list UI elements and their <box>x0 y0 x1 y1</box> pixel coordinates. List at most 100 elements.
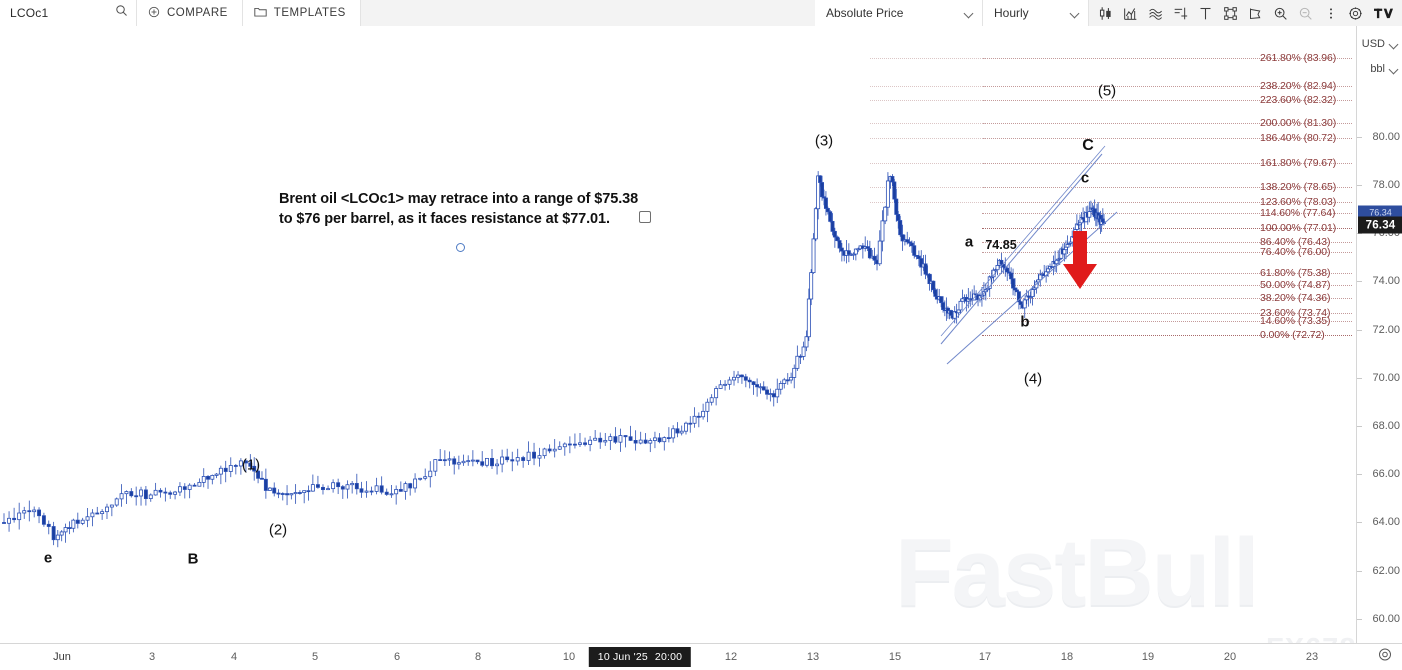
price-tick: 72.00 <box>1372 323 1400 336</box>
fibonacci-level-label: 200.00% (81.30) <box>1260 117 1337 129</box>
chart-settings-icon[interactable] <box>1378 648 1392 667</box>
time-tick: 18 <box>1060 651 1074 663</box>
fibonacci-level-line <box>982 86 1352 87</box>
fibonacci-level-line <box>982 285 1352 286</box>
compare-label: COMPARE <box>167 7 228 19</box>
price-tick: 60.00 <box>1372 612 1400 625</box>
fibonacci-level-label: 0.00% (72.72) <box>1260 329 1325 341</box>
down-arrow-icon <box>1063 231 1097 289</box>
price-tick: 62.00 <box>1372 564 1400 577</box>
scale-mode-select[interactable]: Absolute Price <box>815 0 983 26</box>
chart-plot-area[interactable]: FastBull FX678 Brent oil <LCOc1> may ret… <box>0 26 1356 643</box>
time-tick: 20 <box>1223 651 1237 663</box>
time-tick: 13 <box>806 651 820 663</box>
fibonacci-level-line <box>982 313 1352 314</box>
currency-select[interactable]: USD <box>1362 38 1399 50</box>
fibonacci-level-label: 50.00% (74.87) <box>1260 279 1331 291</box>
fibonacci-level-label: 76.40% (76.00) <box>1260 246 1331 258</box>
fibonacci-level-line <box>982 252 1352 253</box>
fibonacci-level-label: 86.40% (76.43) <box>1260 236 1331 248</box>
tool-icon-group <box>1089 0 1402 26</box>
time-tick: 6 <box>393 651 401 663</box>
fibonacci-level-line <box>982 100 1352 101</box>
time-axis[interactable]: Jun 3 4 5 6 8 10 12 13 15 17 18 19 20 23 10 Jun '25 20… <box>0 643 1402 670</box>
compare-scale-icon[interactable] <box>1168 0 1193 26</box>
time-tick: 4 <box>230 651 238 663</box>
toolbar-spacer <box>360 0 815 26</box>
fibonacci-level-label: 100.00% (77.01) <box>1260 222 1337 234</box>
fibonacci-level-line <box>982 228 1352 229</box>
price-tick-mark <box>1357 281 1362 283</box>
more-vertical-icon[interactable] <box>1318 0 1343 26</box>
fibonacci-level-line-extension <box>870 123 985 124</box>
plus-circle-icon <box>148 6 160 21</box>
search-icon[interactable] <box>115 4 128 22</box>
fibonacci-level-line <box>982 213 1352 214</box>
fibonacci-level-line <box>982 123 1352 124</box>
price-tick-mark <box>1357 474 1362 476</box>
tradingview-logo-icon[interactable] <box>1368 0 1398 26</box>
previous-price-tag: 76.34 <box>1358 205 1402 219</box>
scale-mode-value: Absolute Price <box>826 6 904 20</box>
indicators-icon[interactable] <box>1118 0 1143 26</box>
compare-button[interactable]: COMPARE <box>137 0 243 26</box>
fibonacci-level-line <box>982 202 1352 203</box>
time-tick: 10 <box>562 651 576 663</box>
last-price-tag[interactable]: 76.34 <box>1358 216 1402 234</box>
flag-icon[interactable] <box>1243 0 1268 26</box>
unit-select[interactable]: bbl <box>1370 63 1399 75</box>
fibonacci-level-label: 61.80% (75.38) <box>1260 267 1331 279</box>
templates-button[interactable]: TEMPLATES <box>242 0 361 26</box>
price-tick: 64.00 <box>1372 516 1400 529</box>
zoom-in-icon[interactable] <box>1268 0 1293 26</box>
price-tick-mark <box>1357 618 1362 620</box>
fibonacci-level-label: 114.60% (77.64) <box>1260 207 1336 219</box>
wave-label-5: (5) <box>1097 82 1117 100</box>
time-tick: 3 <box>148 651 156 663</box>
time-tick: 8 <box>474 651 482 663</box>
templates-label: TEMPLATES <box>273 7 346 19</box>
price-axis[interactable]: USD bbl 80.0078.0076.0074.0072.0070.0068… <box>1356 26 1402 643</box>
gear-icon[interactable] <box>1343 0 1368 26</box>
note-resize-handle[interactable] <box>639 211 651 223</box>
fibonacci-level-label: 14.60% (73.35) <box>1260 315 1331 327</box>
fibonacci-level-line-extension <box>870 187 985 188</box>
price-tick-mark <box>1357 329 1362 331</box>
wave-icon[interactable] <box>1143 0 1168 26</box>
fibonacci-level-label: 123.60% (78.03) <box>1260 196 1337 208</box>
time-tick: 23 <box>1305 651 1319 663</box>
text-tool-icon[interactable] <box>1193 0 1218 26</box>
interval-value: Hourly <box>994 6 1029 20</box>
fibonacci-level-line-extension <box>870 202 985 203</box>
wave-label-4: (4) <box>1023 370 1043 388</box>
chevron-down-icon <box>965 9 974 18</box>
chart-note-text[interactable]: Brent oil <LCOc1> may retrace into a ran… <box>279 191 639 227</box>
top-toolbar: LCOc1 COMPARE TEMPLATES <box>0 0 1402 27</box>
price-tick: 80.00 <box>1372 130 1400 143</box>
price-tick-mark <box>1357 426 1362 428</box>
fibonacci-level-line-extension <box>870 58 985 59</box>
wave-label-3: (3) <box>814 132 834 150</box>
measure-icon[interactable] <box>1218 0 1243 26</box>
note-anchor-point[interactable] <box>456 243 465 252</box>
time-tick: 12 <box>724 651 738 663</box>
chevron-down-icon <box>1390 65 1399 74</box>
interval-select[interactable]: Hourly <box>983 0 1089 26</box>
wave-label-c: c <box>1080 169 1090 187</box>
chevron-down-icon <box>1390 40 1399 49</box>
fibonacci-level-line <box>982 273 1352 274</box>
price-tick-mark <box>1357 377 1362 379</box>
time-tick: Jun <box>53 651 71 663</box>
symbol-search-box[interactable]: LCOc1 <box>0 0 137 26</box>
unit-value: bbl <box>1370 63 1385 75</box>
crosshair-time: 20:00 <box>654 651 683 663</box>
candles-icon[interactable] <box>1093 0 1118 26</box>
zoom-out-icon[interactable] <box>1293 0 1318 26</box>
chevron-down-icon <box>1071 9 1080 18</box>
fibonacci-level-label: 161.80% (79.67) <box>1260 157 1337 169</box>
fibonacci-level-line <box>982 298 1352 299</box>
fibonacci-level-line <box>982 335 1352 336</box>
fibonacci-level-label: 223.60% (82.32) <box>1260 94 1337 106</box>
fibonacci-level-line <box>982 58 1352 59</box>
